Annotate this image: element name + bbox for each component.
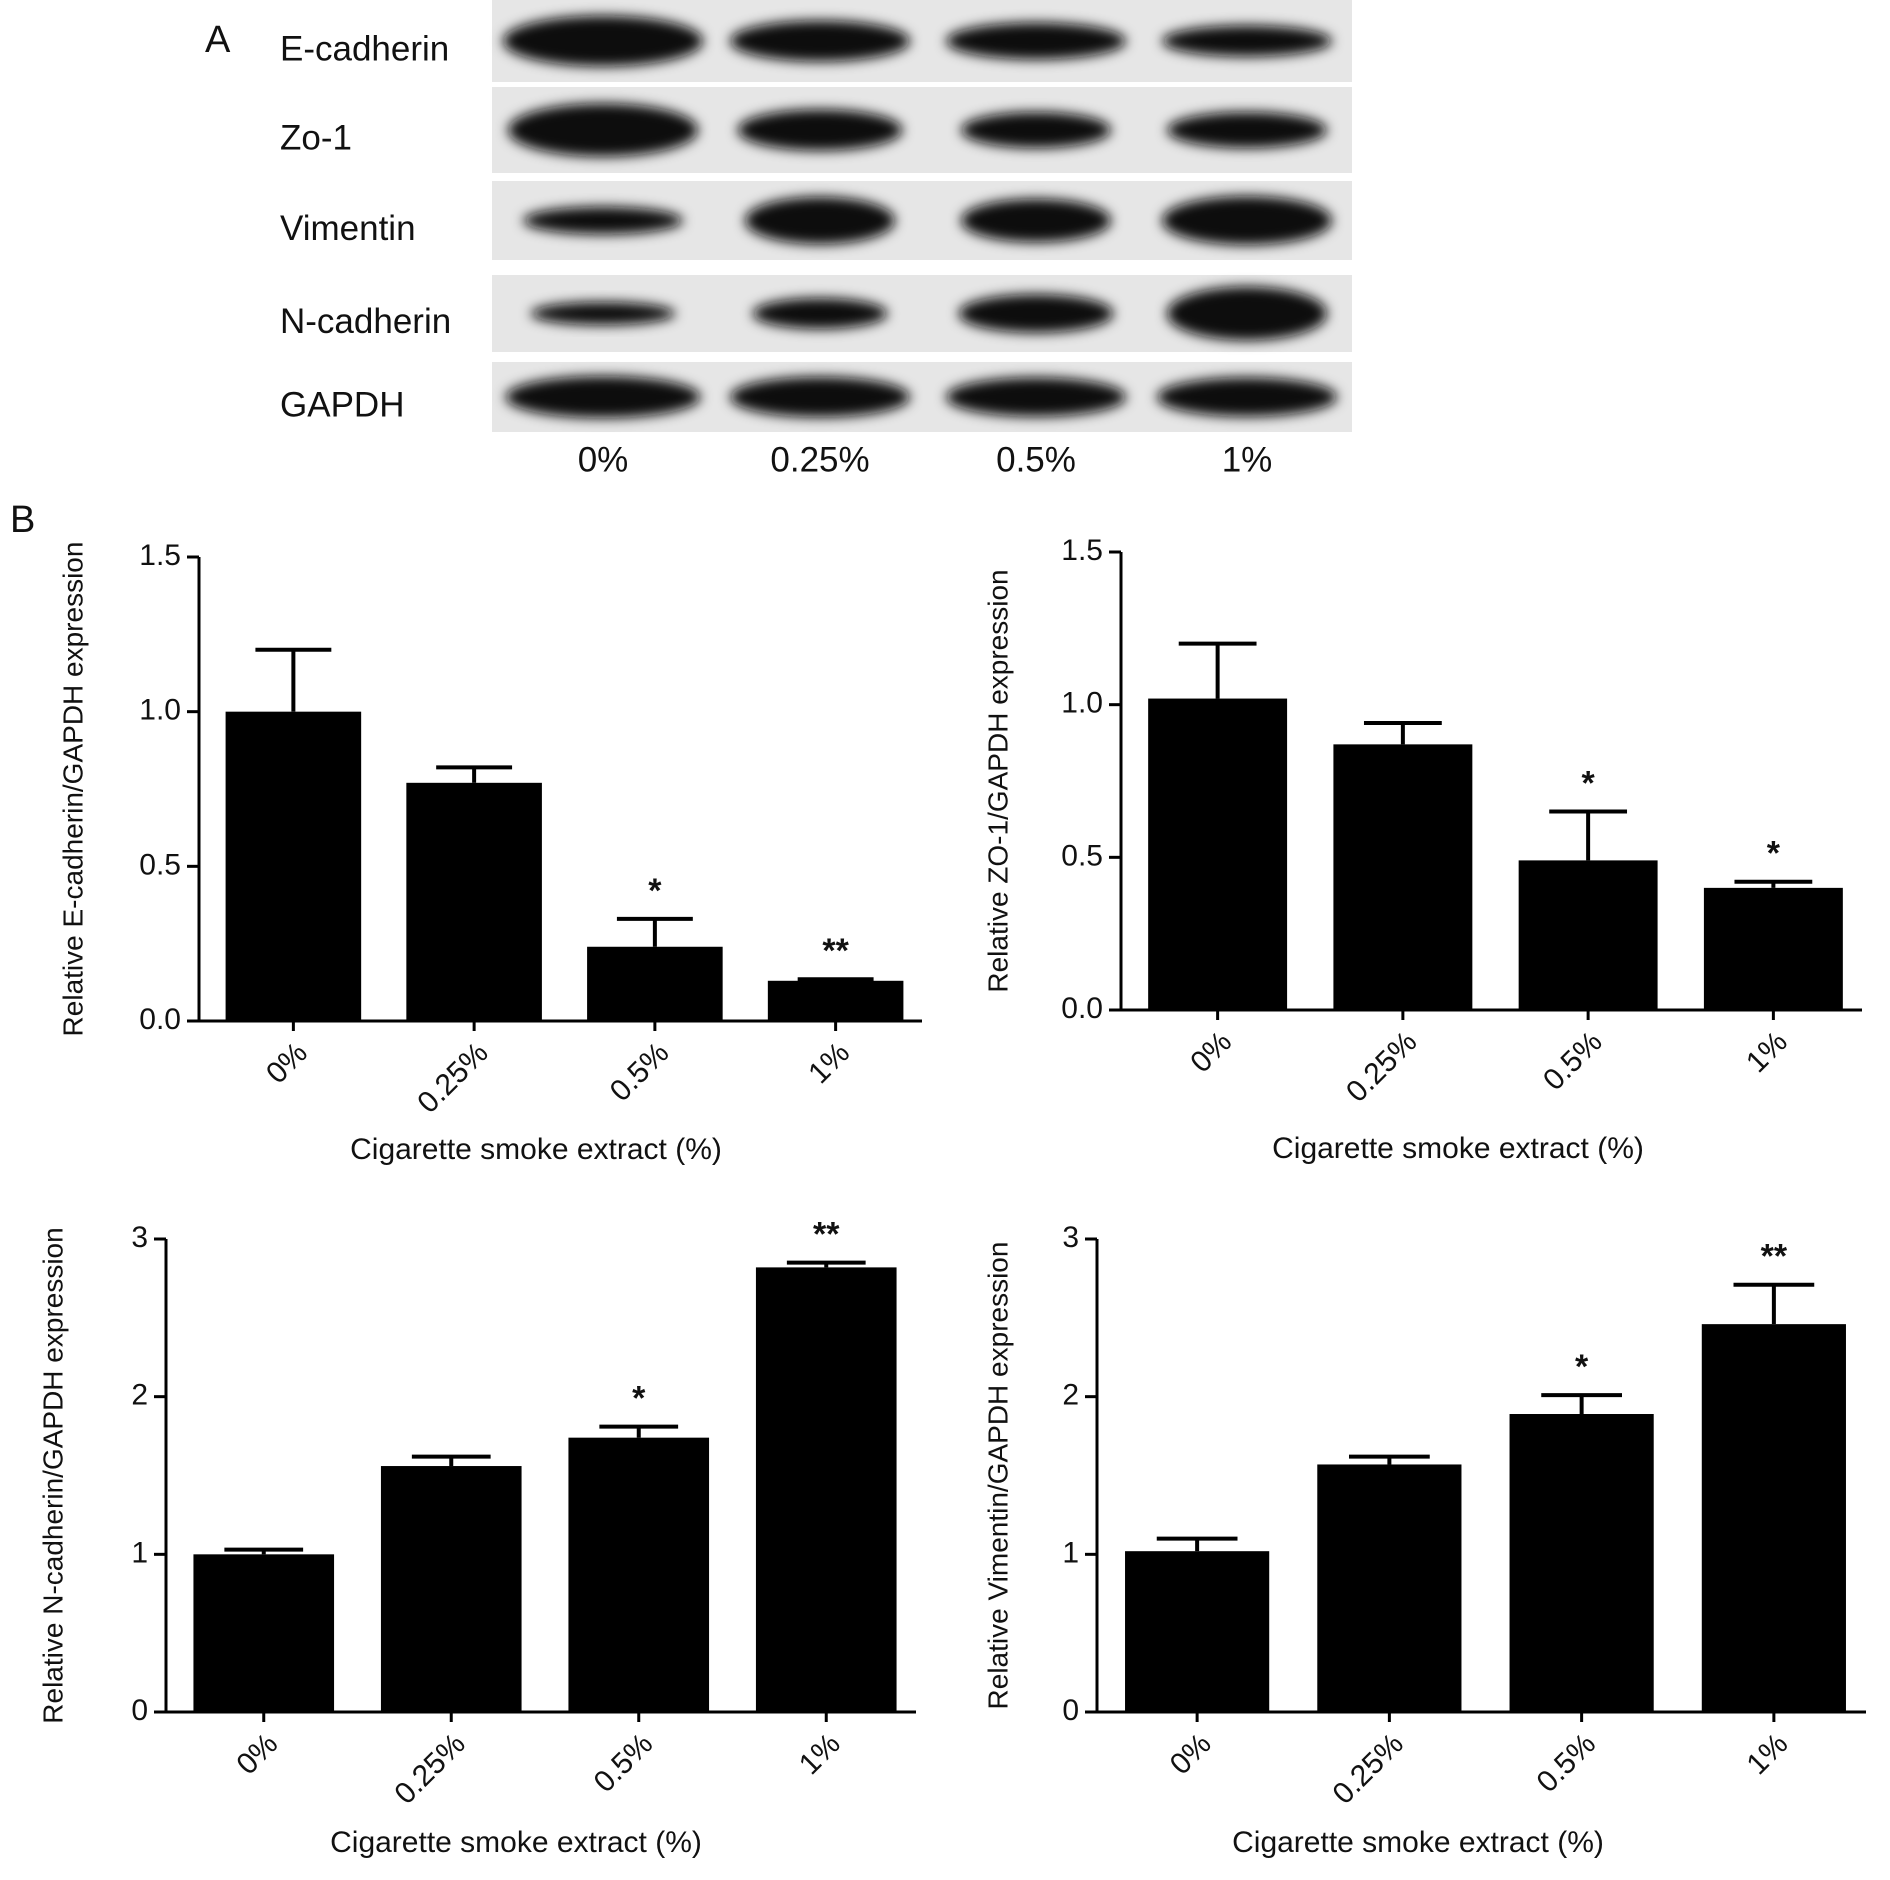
blot-band: [752, 298, 888, 329]
x-tick-label: 1%: [1740, 1727, 1794, 1781]
bar: [568, 1437, 710, 1712]
bar: [767, 980, 904, 1021]
bar: [380, 1466, 522, 1712]
bar: [1509, 1414, 1654, 1712]
y-tick-label: 1.0: [1061, 687, 1103, 720]
blot-band: [946, 377, 1126, 417]
bar: [1518, 860, 1658, 1010]
blot-band: [730, 20, 910, 62]
protein-label: Zo-1: [280, 118, 352, 157]
blot-band: [503, 15, 703, 67]
bar: [1148, 698, 1288, 1010]
blot-band: [745, 196, 895, 245]
blot-band: [946, 22, 1126, 60]
blot-band: [530, 301, 676, 326]
significance: **: [822, 932, 849, 970]
y-tick-label: 2: [131, 1379, 148, 1412]
y-tick-label: 1: [1062, 1536, 1079, 1569]
significance: *: [1575, 1348, 1589, 1386]
protein-label: Vimentin: [280, 209, 416, 248]
significance: **: [813, 1216, 840, 1254]
panel-label: B: [10, 499, 35, 541]
y-tick-label: 2: [1062, 1379, 1079, 1412]
blot-band: [737, 109, 903, 151]
x-tick-label: 1%: [802, 1036, 856, 1090]
bar: [225, 711, 362, 1021]
x-axis-title: Cigarette smoke extract (%): [1272, 1132, 1644, 1165]
bar: [1703, 887, 1843, 1010]
y-tick-label: 1: [131, 1536, 148, 1569]
y-tick-label: 0: [1062, 1694, 1079, 1727]
y-tick-label: 0.5: [1061, 839, 1103, 872]
blot-band: [508, 103, 698, 157]
x-tick-label: 0%: [230, 1727, 284, 1781]
blot-band: [505, 376, 701, 418]
bar: [193, 1554, 335, 1712]
blot-band: [961, 111, 1111, 149]
significance: *: [1582, 765, 1596, 803]
blot-band: [1162, 25, 1332, 57]
x-tick-label: 1%: [793, 1727, 847, 1781]
y-tick-label: 0.0: [139, 1003, 181, 1036]
x-tick-label: 1%: [1740, 1025, 1794, 1079]
x-tick-label: 0.5%: [588, 1727, 660, 1799]
protein-label: N-cadherin: [280, 302, 451, 341]
bar: [587, 946, 723, 1021]
bar: [1333, 744, 1473, 1010]
x-tick-label: 0%: [1164, 1727, 1218, 1781]
blot-band: [523, 206, 683, 235]
x-axis-title: Cigarette smoke extract (%): [330, 1826, 702, 1859]
lane-label: 0%: [578, 440, 629, 479]
y-tick-label: 0: [131, 1694, 148, 1727]
protein-label: E-cadherin: [280, 29, 449, 68]
blot-band: [1167, 286, 1327, 341]
y-axis-title: Relative E-cadherin/GAPDH expression: [57, 542, 88, 1037]
blot-band: [730, 376, 910, 418]
bar: [1317, 1464, 1462, 1712]
x-tick-label: 0%: [260, 1036, 314, 1090]
lane-label: 0.25%: [770, 440, 869, 479]
y-tick-label: 1.5: [139, 539, 181, 572]
y-axis-title: Relative Vimentin/GAPDH expression: [982, 1242, 1013, 1710]
x-tick-label: 0.25%: [388, 1727, 471, 1810]
x-tick-label: 0.25%: [1326, 1727, 1409, 1810]
significance: *: [648, 872, 662, 910]
panel-label: A: [205, 19, 231, 61]
bar: [406, 782, 542, 1021]
y-tick-label: 1.5: [1061, 534, 1103, 567]
blot-band: [1167, 111, 1327, 149]
x-tick-label: 0.25%: [411, 1036, 494, 1119]
lane-label: 1%: [1222, 440, 1273, 479]
x-tick-label: 0.5%: [1537, 1025, 1609, 1097]
y-tick-label: 3: [131, 1221, 148, 1254]
y-tick-label: 0.0: [1061, 992, 1103, 1025]
blot-band: [1162, 196, 1332, 245]
bar: [755, 1267, 897, 1712]
blot-band: [958, 294, 1114, 333]
x-tick-label: 0.25%: [1340, 1025, 1423, 1108]
x-axis-title: Cigarette smoke extract (%): [1232, 1826, 1604, 1859]
blot-band: [961, 198, 1111, 243]
bar: [1701, 1324, 1846, 1712]
y-tick-label: 1.0: [139, 694, 181, 727]
significance: **: [1761, 1238, 1788, 1276]
x-tick-label: 0%: [1184, 1025, 1238, 1079]
x-axis-title: Cigarette smoke extract (%): [350, 1133, 722, 1166]
lane-label: 0.5%: [996, 440, 1076, 479]
y-tick-label: 3: [1062, 1221, 1079, 1254]
x-tick-label: 0.5%: [1530, 1727, 1602, 1799]
blot-band: [1157, 377, 1337, 417]
protein-label: GAPDH: [280, 385, 404, 424]
x-tick-label: 0.5%: [604, 1036, 676, 1108]
bar: [1125, 1551, 1270, 1712]
y-axis-title: Relative ZO-1/GAPDH expression: [982, 569, 1013, 992]
y-tick-label: 0.5: [139, 848, 181, 881]
significance: *: [632, 1380, 646, 1418]
significance: *: [1767, 835, 1781, 873]
y-axis-title: Relative N-cadherin/GAPDH expression: [37, 1227, 68, 1723]
